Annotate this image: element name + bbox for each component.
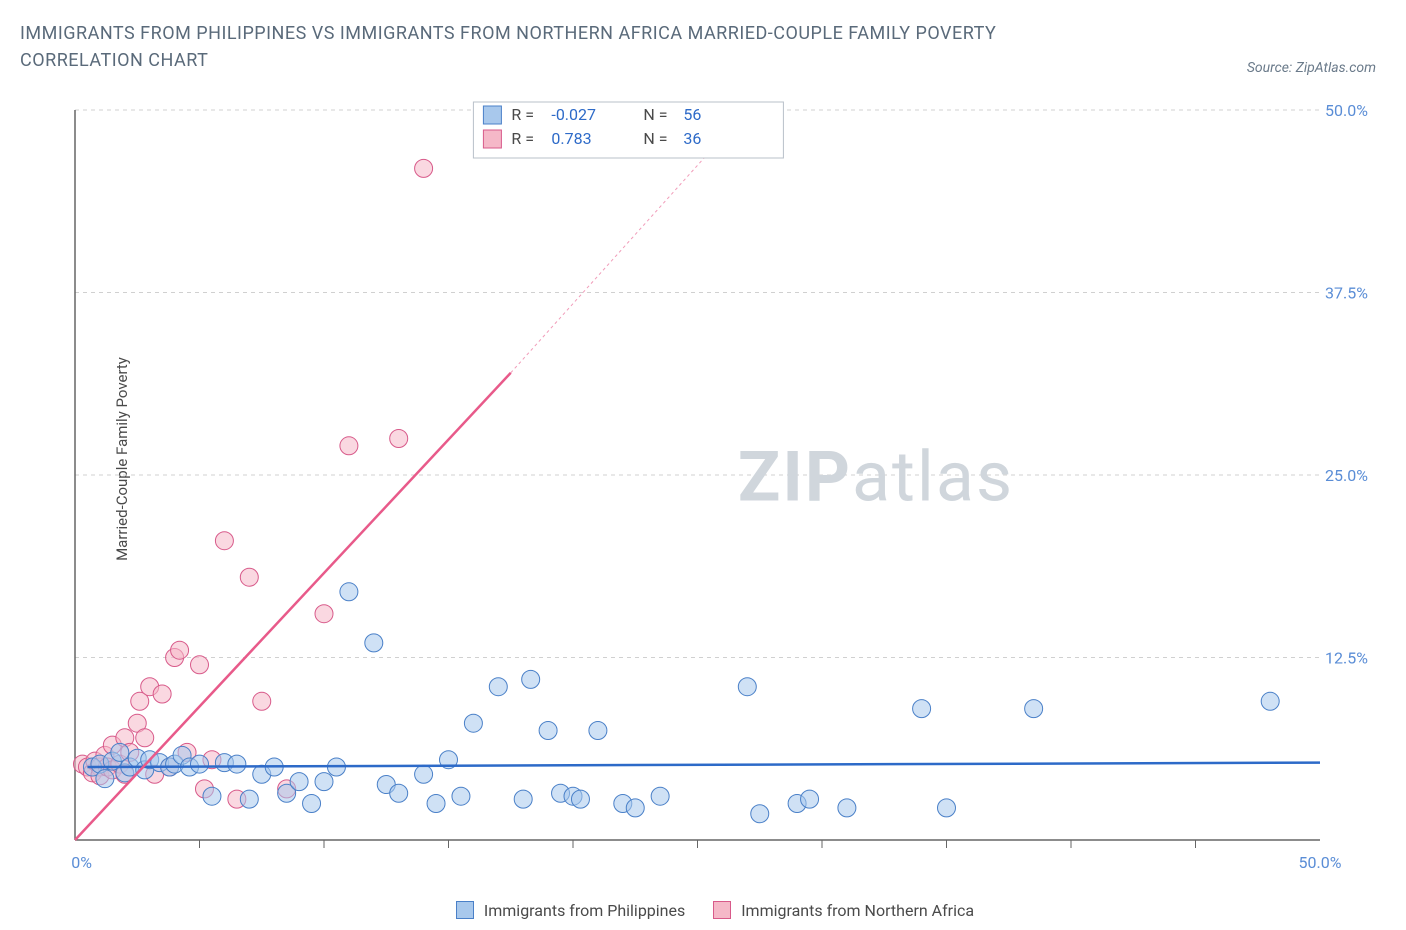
rn-n-value: 36 [683, 129, 701, 148]
data-point [514, 790, 532, 808]
data-point [838, 799, 856, 817]
rn-r-label: R = [511, 105, 534, 124]
data-point [539, 722, 557, 740]
data-point [96, 770, 114, 788]
data-point [415, 159, 433, 177]
data-point [203, 787, 221, 805]
rn-r-value: 0.783 [551, 129, 591, 148]
rn-n-label: N = [643, 105, 667, 124]
data-point [464, 714, 482, 732]
data-point [240, 790, 258, 808]
y-tick-label: 12.5% [1325, 649, 1368, 668]
bottom-legend: Immigrants from Philippines Immigrants f… [0, 901, 1406, 920]
legend-label-northern-africa: Immigrants from Northern Africa [741, 901, 974, 920]
data-point [136, 729, 154, 747]
rn-swatch [483, 106, 501, 124]
rn-n-label: N = [643, 129, 667, 148]
x-tick-label: 0.0% [70, 853, 92, 870]
data-point [938, 799, 956, 817]
rn-r-label: R = [511, 129, 534, 148]
data-point [626, 799, 644, 817]
rn-swatch [483, 130, 501, 148]
x-tick-label: 50.0% [1299, 853, 1342, 870]
source-label: Source: ZipAtlas.com [1247, 60, 1376, 76]
data-point [390, 430, 408, 448]
data-point [1261, 692, 1279, 710]
data-point [415, 765, 433, 783]
data-point [801, 790, 819, 808]
data-point [452, 787, 470, 805]
legend-swatch-northern-africa [713, 901, 731, 919]
data-point [522, 670, 540, 688]
scatter-plot: ZIPatlas 0.0% 50.0% 12.5% 25.0% 37.5% 50.0% R =… [70, 100, 1370, 870]
data-point [315, 773, 333, 791]
data-point [340, 583, 358, 601]
chart-area: Married-Couple Family Poverty ZIPatlas0.… [70, 100, 1370, 870]
data-point [191, 755, 209, 773]
rn-n-value: 56 [683, 105, 701, 124]
data-point [303, 795, 321, 813]
y-tick-label: 37.5% [1325, 284, 1368, 303]
legend-label-philippines: Immigrants from Philippines [484, 901, 685, 920]
data-point [913, 700, 931, 718]
y-tick-label: 50.0% [1325, 101, 1368, 120]
data-point [427, 795, 445, 813]
data-point [1025, 700, 1043, 718]
data-point [191, 656, 209, 674]
watermark: ZIPatlas [738, 436, 1014, 518]
data-point [589, 722, 607, 740]
data-point [571, 790, 589, 808]
y-tick-label: 25.0% [1325, 466, 1368, 485]
data-point [651, 787, 669, 805]
legend-swatch-philippines [456, 901, 474, 919]
data-point [228, 755, 246, 773]
data-point [315, 605, 333, 623]
data-point [215, 532, 233, 550]
data-point [153, 685, 171, 703]
data-point [240, 568, 258, 586]
data-point [253, 692, 271, 710]
rn-r-value: -0.027 [551, 105, 596, 124]
data-point [390, 784, 408, 802]
data-point [365, 634, 383, 652]
data-point [340, 437, 358, 455]
chart-title: IMMIGRANTS FROM PHILIPPINES VS IMMIGRANT… [20, 20, 1120, 74]
data-point [751, 805, 769, 823]
trendline-northern-africa [75, 373, 511, 840]
data-point [489, 678, 507, 696]
data-point [738, 678, 756, 696]
data-point [290, 773, 308, 791]
data-point [171, 641, 189, 659]
